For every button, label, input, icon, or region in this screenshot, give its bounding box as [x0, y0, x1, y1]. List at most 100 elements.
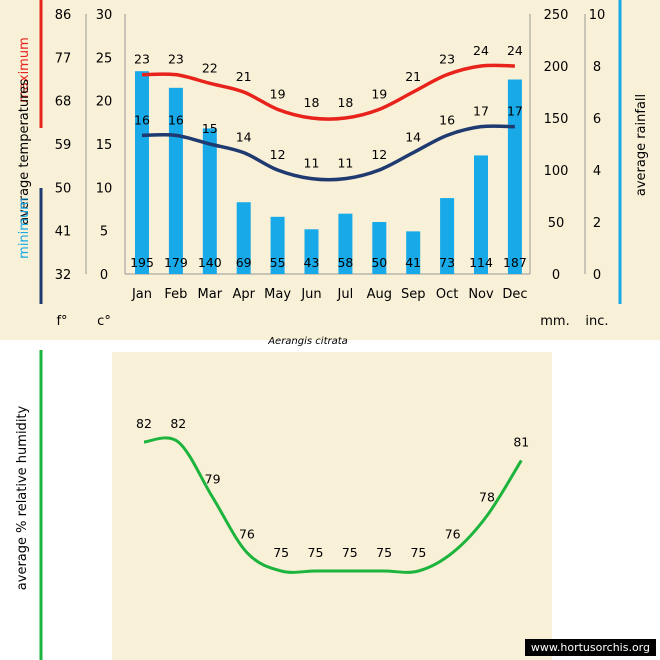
maximum-data-label: 21 [405, 69, 421, 84]
month-tick-label: Oct [436, 287, 458, 302]
rainfall-bar [406, 231, 421, 274]
temperatures-word: temperatures [17, 79, 32, 168]
rainfall-bar [236, 202, 251, 274]
inc-tick-label: 10 [589, 8, 606, 23]
month-tick-label: Mar [198, 287, 223, 302]
f-tick-label: 68 [55, 95, 72, 110]
rainfall-data-label: 73 [439, 255, 455, 270]
humidity-data-label: 82 [136, 416, 152, 431]
minimum-data-label: 11 [337, 156, 353, 171]
maximum-data-label: 22 [202, 60, 218, 75]
rainfall-data-label: 58 [337, 255, 353, 270]
maximum-data-label: 18 [304, 95, 320, 110]
maximum-data-label: 19 [270, 86, 286, 101]
c-tick-label: 10 [96, 181, 113, 196]
rainfall-data-label: 41 [405, 255, 421, 270]
c-tick-label: 20 [96, 95, 113, 110]
maximum-data-label: 18 [337, 95, 353, 110]
rainfall-bar [338, 213, 353, 274]
c-tick-label: 5 [100, 225, 108, 240]
humidity-data-label: 81 [513, 434, 529, 449]
month-tick-label: Dec [502, 287, 527, 302]
humidity-data-label: 79 [205, 471, 221, 486]
mm-tick-label: 150 [544, 112, 569, 127]
lower-background [112, 352, 552, 660]
minimum-data-label: 16 [134, 112, 150, 127]
watermark: www.hortusorchis.org [524, 639, 656, 656]
upper-background [0, 0, 660, 340]
rainfall-bar [202, 128, 217, 274]
c-tick-label: 15 [96, 138, 113, 153]
month-tick-label: May [264, 287, 291, 302]
humidity-axis-label: average % relative humidity [15, 405, 30, 590]
month-tick-label: Sep [401, 287, 426, 302]
rainfall-data-label: 179 [164, 255, 188, 270]
f-tick-label: 41 [55, 225, 72, 240]
maximum-label: maximum [17, 37, 32, 103]
mm-tick-label: 250 [544, 8, 569, 23]
f-tick-label: 50 [55, 181, 72, 196]
humidity-data-label: 75 [342, 545, 358, 560]
humidity-data-label: 75 [410, 545, 426, 560]
minimum-data-label: 15 [202, 121, 218, 136]
month-tick-label: Nov [468, 287, 494, 302]
minimum-temperature-line [141, 124, 515, 182]
month-tick-label: Jan [131, 287, 152, 302]
rainfall-data-label: 50 [371, 255, 387, 270]
inc-unit-label: inc. [585, 314, 608, 329]
humidity-data-label: 75 [273, 545, 289, 560]
rainfall-data-label: 195 [130, 255, 154, 270]
rainfall-axis-label: average rainfall [634, 94, 649, 196]
maximum-data-label: 23 [134, 52, 150, 67]
humidity-label-part-1: average % [15, 521, 30, 591]
c-tick-label: 25 [96, 51, 113, 66]
c-unit-label: c° [97, 314, 111, 329]
maximum-data-label: 23 [439, 52, 455, 67]
maximum-data-label: 24 [473, 43, 489, 58]
mm-tick-label: 0 [552, 268, 560, 283]
minimum-data-label: 16 [439, 112, 455, 127]
inc-tick-label: 4 [593, 164, 601, 179]
rainfall-bar [474, 155, 488, 274]
month-tick-label: Jun [300, 287, 321, 302]
minimum-data-label: 12 [371, 147, 387, 162]
maximum-temperature-line [141, 63, 515, 121]
mm-tick-label: 50 [548, 216, 565, 231]
minimum-data-label: 14 [236, 130, 252, 145]
month-tick-label: Apr [232, 287, 255, 302]
mm-unit-label: mm. [540, 314, 569, 329]
humidity-data-label: 82 [170, 416, 186, 431]
mm-tick-label: 100 [544, 164, 569, 179]
rainfall-data-label: 187 [503, 255, 527, 270]
humidity-label-part-2: relative humidity [15, 405, 30, 516]
f-tick-label: 59 [55, 138, 72, 153]
minimum-data-label: 14 [405, 130, 421, 145]
inc-tick-label: 2 [593, 216, 601, 231]
rainfall-data-label: 114 [469, 255, 493, 270]
humidity-data-label: 75 [308, 545, 324, 560]
rainfall-data-label: 140 [198, 255, 222, 270]
c-tick-label: 30 [96, 8, 113, 23]
rainfall-data-label: 55 [270, 255, 286, 270]
month-tick-label: Jul [337, 287, 354, 302]
f-tick-label: 77 [55, 51, 72, 66]
rainfall-data-label: 43 [304, 255, 320, 270]
rainfall-bar [270, 216, 285, 274]
c-tick-label: 0 [100, 268, 108, 283]
inc-tick-label: 6 [593, 112, 601, 127]
f-tick-label: 86 [55, 8, 72, 23]
f-unit-label: f° [56, 314, 67, 329]
average-temperatures-label: average temperatures [17, 79, 32, 225]
inc-tick-label: 0 [593, 268, 601, 283]
humidity-data-label: 75 [376, 545, 392, 560]
minimum-data-label: 11 [304, 156, 320, 171]
humidity-data-label: 76 [445, 527, 461, 542]
humidity-data-label: 78 [479, 490, 495, 505]
month-tick-label: Aug [367, 287, 392, 302]
maximum-data-label: 24 [507, 43, 523, 58]
month-tick-label: Feb [164, 287, 187, 302]
mm-tick-label: 200 [544, 60, 569, 75]
rainfall-bar [440, 198, 455, 274]
maximum-data-label: 19 [371, 86, 387, 101]
